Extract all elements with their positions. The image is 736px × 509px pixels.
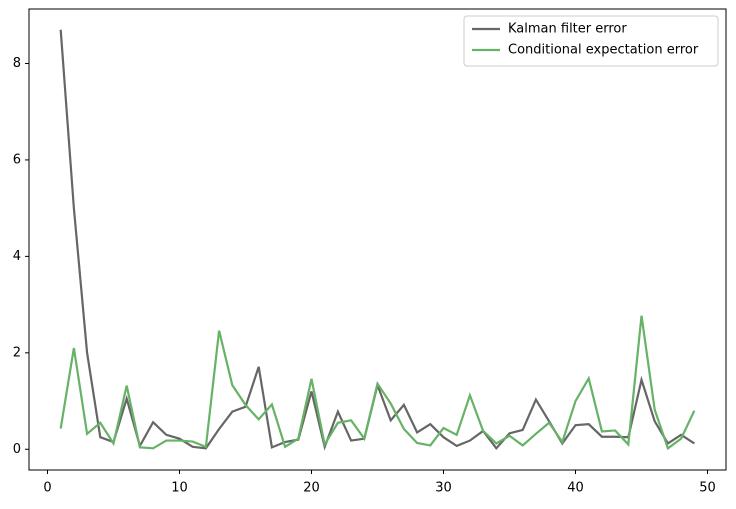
legend-label: Conditional expectation error: [508, 43, 699, 58]
x-tick-label: 40: [567, 481, 584, 496]
plot-frame: [28, 8, 727, 471]
legend-box: [463, 15, 719, 67]
y-tick-label: 6: [13, 152, 21, 167]
x-tick-label: 0: [43, 481, 51, 496]
y-tick-label: 4: [13, 249, 21, 264]
series-line: [59, 315, 696, 451]
legend-label: Kalman filter error: [508, 22, 627, 37]
y-tick-label: 8: [13, 56, 21, 71]
x-tick-label: 30: [435, 481, 452, 496]
x-tick-label: 50: [699, 481, 716, 496]
x-tick-label: 20: [303, 481, 320, 496]
x-tick-label: 10: [171, 481, 188, 496]
legend: Kalman filter error Conditional expectati…: [463, 15, 719, 67]
y-tick-label: 2: [13, 345, 21, 360]
y-tick-label: 0: [13, 442, 21, 457]
